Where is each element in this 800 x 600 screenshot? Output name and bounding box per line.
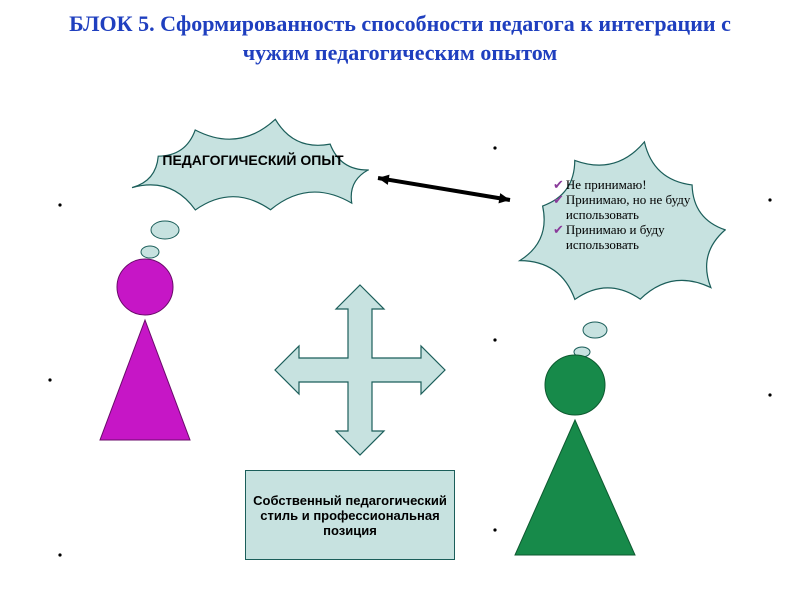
cloud-left [132,119,369,258]
cloud-right-list: ✔Не принимаю!✔Принимаю, но не буду испол… [553,178,705,253]
double-arrow-icon [378,175,510,204]
person-right-icon [515,355,635,555]
cloud-right-item: ✔Не принимаю! [553,178,705,193]
checkmark-icon: ✔ [553,193,564,208]
page-title: БЛОК 5. Сформированность способности пед… [0,0,800,67]
cloud-right-item: ✔Принимаю и буду использовать [553,223,705,253]
cross-arrow-icon [275,285,445,455]
cloud-right-item: ✔Принимаю, но не буду использовать [553,193,705,223]
cloud-right-item-text: Не принимаю! [566,178,647,193]
bottom-box: Собственный педагогический стиль и профе… [245,470,455,560]
cloud-left-label: ПЕДАГОГИЧЕСКИЙ ОПЫТ [158,152,348,168]
person-left-icon [100,259,190,440]
checkmark-icon: ✔ [553,178,564,193]
cloud-right-item-text: Принимаю и буду использовать [566,223,705,253]
checkmark-icon: ✔ [553,223,564,238]
bottom-box-label: Собственный педагогический стиль и профе… [252,493,448,538]
cloud-right-item-text: Принимаю, но не буду использовать [566,193,705,223]
